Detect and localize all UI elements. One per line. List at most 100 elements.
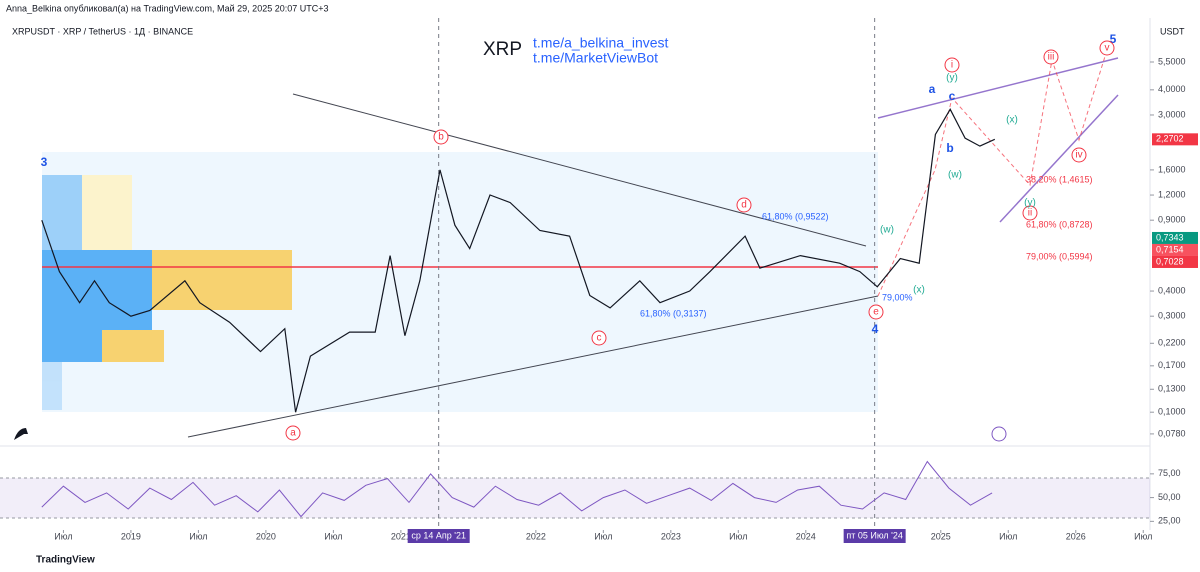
wave-circle <box>944 57 960 73</box>
y-tick-label: 1,2000 <box>1158 189 1186 199</box>
annotation: 79,00% <box>882 292 913 302</box>
x-tick-label: 2024 <box>796 531 816 541</box>
annotation: (x) <box>1006 115 1018 126</box>
annotation: (w) <box>880 225 894 236</box>
annotation: a <box>290 428 296 439</box>
annotation: 38,20% (1,4615) <box>1026 174 1093 184</box>
publisher: Anna_Belkina опубликовал(а) на TradingVi… <box>6 3 329 13</box>
y-tick-label: 0,2200 <box>1158 338 1186 348</box>
price-label-box <box>1152 133 1198 146</box>
y-tick-label: 0,1300 <box>1158 384 1186 394</box>
price-label-box <box>1152 243 1198 256</box>
annotation: 61,80% (0,3137) <box>640 308 707 318</box>
date-label-box <box>843 529 906 543</box>
annotation: c <box>949 89 956 103</box>
date-label: пт 05 Июл '24 <box>846 530 903 540</box>
annotation: a <box>929 82 936 96</box>
y-tick-label: 3,0000 <box>1158 109 1186 119</box>
logo-icon <box>14 428 28 440</box>
currency: USDT <box>1160 26 1185 36</box>
y-tick-label: 4,0000 <box>1158 84 1186 94</box>
y-tick-label: 0,0780 <box>1158 428 1186 438</box>
rsi-tick-label: 25,00 <box>1158 516 1181 526</box>
annotation: 3 <box>41 155 48 169</box>
rsi-tick-label: 75,00 <box>1158 468 1181 478</box>
annotation: b <box>438 132 444 143</box>
y-tick-label: 1,6000 <box>1158 164 1186 174</box>
annotation: d <box>741 200 747 211</box>
brand: TradingView <box>36 555 95 566</box>
rsi-tick-label: 50,00 <box>1158 492 1181 502</box>
channel-line <box>877 57 1119 119</box>
x-tick-label: Июл <box>189 531 207 541</box>
wave-circle <box>1071 147 1087 163</box>
annotation: v <box>1105 43 1110 54</box>
wave-path <box>877 49 1108 297</box>
annotation: (y) <box>946 73 958 84</box>
trendline <box>292 93 867 247</box>
x-tick-label: Июл <box>999 531 1017 541</box>
subtitle: t.me/MarketViewBot <box>533 50 658 66</box>
annotation: (w) <box>948 170 962 181</box>
x-tick-label: Июл <box>594 531 612 541</box>
x-tick-label: 2022 <box>526 531 546 541</box>
x-tick-label: Июл <box>324 531 342 541</box>
wave-circle <box>1043 49 1059 65</box>
y-tick-label: 0,9000 <box>1158 215 1186 225</box>
x-tick-label: 2023 <box>661 531 681 541</box>
price-label-box <box>1152 255 1198 268</box>
chart-title: XRP <box>483 39 522 60</box>
channel-line <box>999 94 1119 223</box>
volume-profile <box>42 175 292 410</box>
price-label: 2,2702 <box>1156 134 1184 144</box>
annotation: c <box>597 333 602 344</box>
annotation: iii <box>1048 52 1055 63</box>
price-label: 0,7028 <box>1156 256 1184 266</box>
x-tick-label: 2026 <box>1066 531 1086 541</box>
wave-circle <box>285 425 301 441</box>
x-tick-label: 2019 <box>121 531 141 541</box>
wave-circle <box>433 129 449 145</box>
y-tick-label: 0,1000 <box>1158 407 1186 417</box>
alert-icon <box>991 426 1007 442</box>
price-label-box <box>1152 231 1198 244</box>
x-tick-label: Июл <box>1134 531 1152 541</box>
date-label-box <box>407 529 470 543</box>
symbol: XRPUSDT · XRP / TetherUS · 1Д · BINANCE <box>12 26 193 36</box>
x-tick-label: 2025 <box>931 531 951 541</box>
rsi-band <box>0 478 1150 518</box>
annotation: i <box>951 60 953 71</box>
annotation: (x) <box>913 285 925 296</box>
annotation: 61,80% (0,8728) <box>1026 219 1093 229</box>
annotation: b <box>946 141 953 155</box>
wave-circle <box>868 304 884 320</box>
wave-circle <box>591 330 607 346</box>
annotation: ii <box>1028 208 1032 219</box>
annotation: e <box>873 307 879 318</box>
annotation: 5 <box>1110 32 1117 46</box>
x-tick-label: 2021 <box>391 531 411 541</box>
subtitle: t.me/a_belkina_invest <box>533 35 669 51</box>
y-tick-label: 5,5000 <box>1158 56 1186 66</box>
x-tick-label: 2020 <box>256 531 276 541</box>
annotation: 79,00% (0,5994) <box>1026 251 1093 261</box>
y-tick-label: 0,3000 <box>1158 311 1186 321</box>
date-label: ср 14 Апр '21 <box>411 530 466 540</box>
x-tick-label: Июл <box>729 531 747 541</box>
y-tick-label: 0,1700 <box>1158 360 1186 370</box>
x-tick-label: Июл <box>54 531 72 541</box>
wave-circle <box>736 197 752 213</box>
y-tick-label: 0,4000 <box>1158 285 1186 295</box>
price-label: 0,7343 <box>1156 232 1184 242</box>
price-label: 0,7154 <box>1156 244 1184 254</box>
wave-circle <box>1022 205 1038 221</box>
price-line <box>41 108 996 413</box>
annotation: 61,80% (0,9522) <box>762 211 829 221</box>
trendline <box>187 295 879 438</box>
annotation: 4 <box>872 322 879 336</box>
rsi-line <box>41 460 993 518</box>
wave-circle <box>1099 40 1115 56</box>
annotation: (y) <box>1024 198 1036 209</box>
annotation: iv <box>1075 150 1082 161</box>
